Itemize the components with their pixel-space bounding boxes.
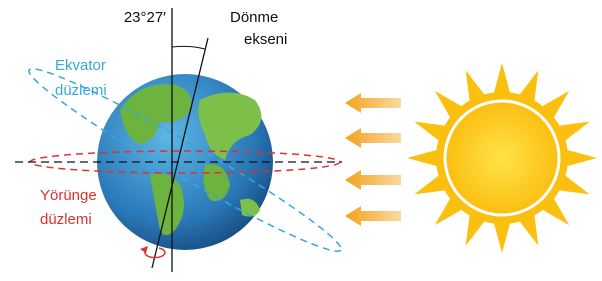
diagram: 23°27′ Dönme ekseni Ekvator düzlemi Yörü… bbox=[0, 0, 602, 281]
arrow bbox=[345, 93, 401, 113]
axis-label: ekseni bbox=[244, 31, 287, 48]
orbit-label: düzlemi bbox=[40, 211, 92, 228]
sun-ray bbox=[493, 219, 511, 253]
axis-label: Dönme bbox=[230, 9, 278, 26]
orbit-label: Yörünge bbox=[40, 187, 97, 204]
sun-ray bbox=[563, 149, 597, 167]
angle-arc bbox=[172, 46, 205, 49]
sun-core bbox=[445, 101, 559, 215]
arrow bbox=[345, 206, 401, 226]
rotation-arrow-head bbox=[140, 246, 148, 253]
sun bbox=[407, 63, 597, 253]
equator-label: düzlemi bbox=[55, 82, 107, 99]
sun-ray bbox=[493, 63, 511, 97]
arrow bbox=[345, 170, 401, 190]
equator-label: Ekvator bbox=[55, 57, 106, 74]
angle-label: 23°27′ bbox=[124, 9, 166, 26]
arrow bbox=[345, 128, 401, 148]
sunlight-arrows bbox=[345, 93, 401, 226]
sun-ray bbox=[407, 149, 441, 167]
